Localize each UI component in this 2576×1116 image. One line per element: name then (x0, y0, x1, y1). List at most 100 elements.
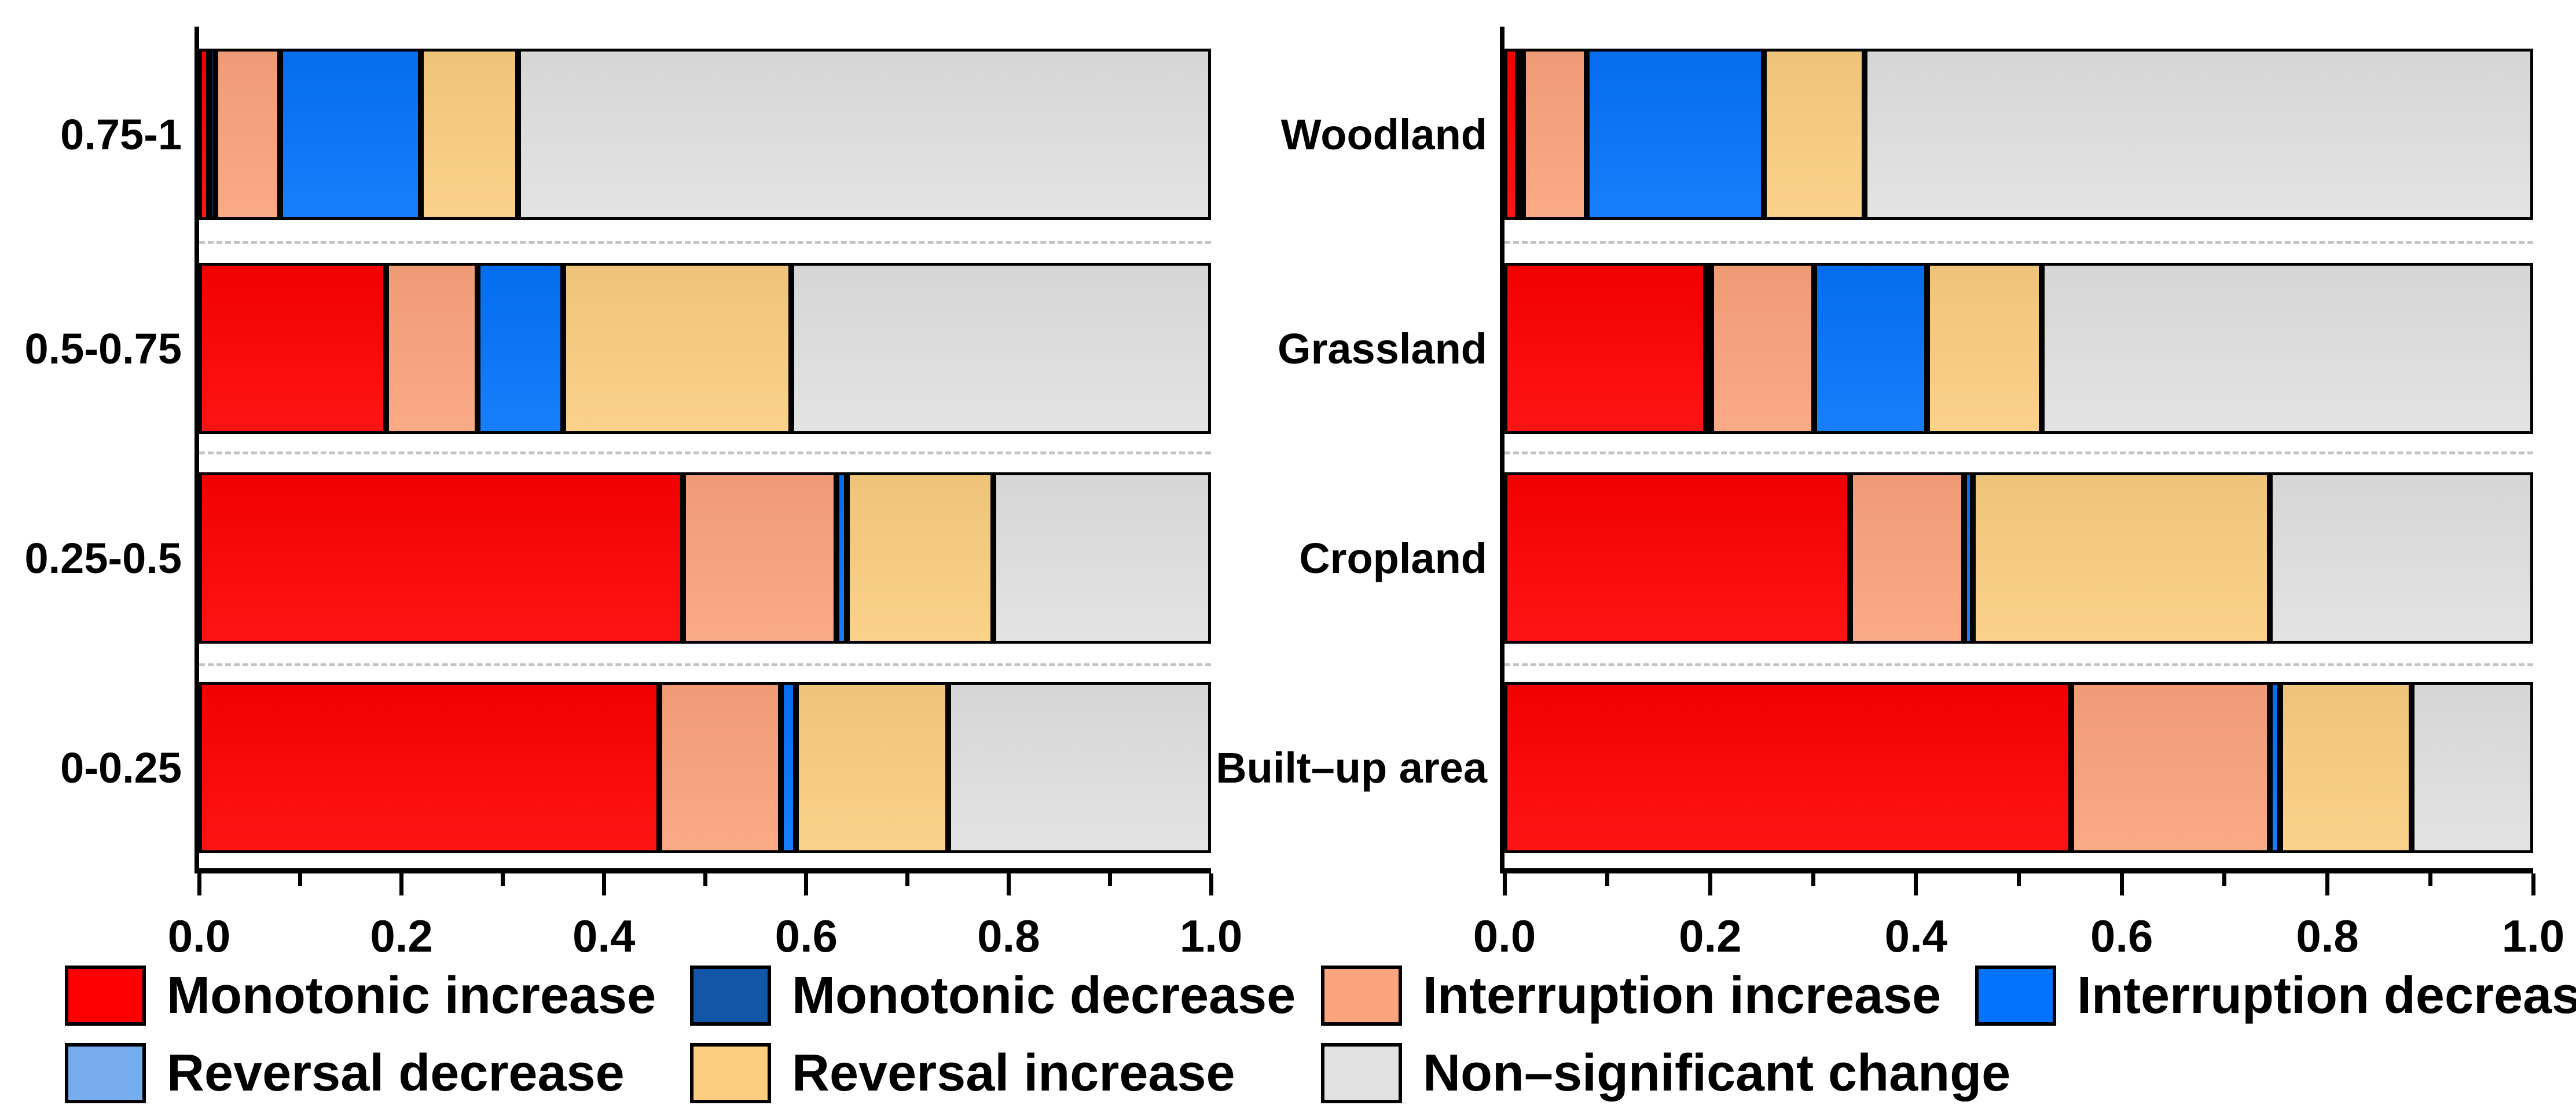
x-axis-minor-tick (298, 873, 303, 886)
legend-label: Non–significant change (1423, 1044, 2011, 1102)
bar-segment-reversal-increase (1927, 263, 2042, 434)
category-label: 0-0.25 (60, 743, 182, 792)
bar-segment-reversal-increase (1972, 472, 2270, 644)
legend-item: Interruption increase (1321, 966, 1941, 1026)
y-axis-spine (195, 27, 199, 873)
legend-swatch (65, 1043, 146, 1103)
bar-segment-interruption-decrease (836, 472, 847, 644)
category-label: Cropland (1299, 534, 1487, 582)
x-axis-major-tick (1502, 873, 1507, 895)
x-axis-minor-tick (1107, 873, 1112, 886)
legend-label: Monotonic increase (167, 966, 656, 1025)
category-label: 0.25-0.5 (24, 534, 182, 582)
bar-segment-monotonic-increase (199, 682, 660, 853)
dashed-gridline (1504, 241, 2533, 244)
legend-item: Reversal decrease (65, 1043, 625, 1103)
bar-segment-monotonic-increase (199, 472, 683, 644)
x-axis-tick-label: 0.0 (167, 911, 231, 961)
legend-label: Monotonic decrease (792, 966, 1296, 1025)
legend-swatch (65, 966, 146, 1026)
bar-segment-non-significant-change (2270, 472, 2533, 644)
bar-segment-non-significant-change (1864, 49, 2533, 220)
stacked-bar (199, 263, 1211, 434)
stacked-bar (1504, 682, 2533, 853)
x-axis-major-tick (2325, 873, 2330, 895)
bar-segment-interruption-increase (1850, 472, 1965, 644)
x-axis-major-tick (1209, 873, 1213, 895)
bar-segment-interruption-decrease (2270, 682, 2280, 853)
stacked-bar (199, 682, 1211, 853)
x-axis-major-tick (601, 873, 606, 895)
x-axis-spine (1500, 868, 2533, 873)
x-axis-tick-label: 0.8 (2296, 911, 2359, 961)
legend-label: Reversal decrease (167, 1044, 625, 1102)
bar-segment-reversal-increase (846, 472, 994, 644)
bar-segment-reversal-increase (563, 263, 791, 434)
bar-segment-interruption-decrease (1814, 263, 1928, 434)
legend-item: Monotonic increase (65, 966, 656, 1026)
category-label: Built–up area (1216, 743, 1487, 792)
bar-segment-monotonic-increase (199, 263, 387, 434)
legend-swatch (1321, 1043, 1402, 1103)
bar-segment-non-significant-change (948, 682, 1211, 853)
stacked-bar (199, 49, 1211, 220)
bar-segment-monotonic-increase (1504, 472, 1851, 644)
bar-segment-monotonic-increase (1504, 682, 2072, 853)
x-axis-major-tick (399, 873, 404, 895)
dashed-gridline (1504, 663, 2533, 666)
x-axis-minor-tick (703, 873, 707, 886)
bar-segment-monotonic-increase (1504, 49, 1518, 220)
bar-segment-interruption-increase (659, 682, 781, 853)
bar-segment-interruption-increase (2071, 682, 2270, 853)
bar-segment-interruption-decrease (477, 263, 564, 434)
bar-segment-interruption-increase (1522, 49, 1587, 220)
x-axis-tick-label: 0.6 (775, 911, 838, 961)
x-axis-major-tick (804, 873, 809, 895)
x-axis-minor-tick (1811, 873, 1815, 886)
bar-segment-non-significant-change (791, 263, 1211, 434)
bar-segment-monotonic-increase (1504, 263, 1707, 434)
x-axis-tick-label: 0.4 (572, 911, 636, 961)
bar-segment-interruption-increase (215, 49, 280, 220)
x-axis-tick-label: 1.0 (2501, 911, 2565, 961)
category-label: 0.75-1 (60, 110, 182, 159)
dashed-gridline (199, 241, 1211, 244)
legend-item: Interruption decrease (1975, 966, 2576, 1026)
x-axis-minor-tick (500, 873, 505, 886)
legend-label: Interruption decrease (2077, 966, 2576, 1025)
x-axis-minor-tick (2017, 873, 2021, 886)
bar-segment-interruption-decrease (1964, 472, 1973, 644)
stacked-bar (1504, 49, 2533, 220)
bar-segment-interruption-decrease (280, 49, 421, 220)
x-axis-tick-label: 0.8 (977, 911, 1040, 961)
bar-segment-monotonic-decrease (1518, 49, 1524, 220)
bar-segment-reversal-increase (2280, 682, 2412, 853)
x-axis-minor-tick (1605, 873, 1610, 886)
x-axis-major-tick (1006, 873, 1011, 895)
stacked-bar (1504, 472, 2533, 644)
x-axis-minor-tick (905, 873, 910, 886)
legend-swatch (690, 966, 771, 1026)
bar-segment-reversal-increase (796, 682, 948, 853)
legend-label: Reversal increase (792, 1044, 1235, 1102)
bar-segment-reversal-increase (1763, 49, 1865, 220)
bar-segment-monotonic-decrease (1706, 263, 1712, 434)
legend-label: Interruption increase (1423, 966, 1942, 1025)
x-axis-major-tick (197, 873, 201, 895)
bar-segment-interruption-decrease (1587, 49, 1764, 220)
bar-segment-interruption-decrease (781, 682, 797, 853)
legend-swatch (1975, 966, 2056, 1026)
x-axis-major-tick (1708, 873, 1712, 895)
dashed-gridline (199, 451, 1211, 454)
x-axis-minor-tick (2222, 873, 2227, 886)
bar-segment-interruption-increase (1711, 263, 1814, 434)
dashed-gridline (199, 663, 1211, 666)
legend-item: Monotonic decrease (690, 966, 1296, 1026)
bar-segment-non-significant-change (518, 49, 1211, 220)
legend-swatch (1321, 966, 1402, 1026)
x-axis-tick-label: 0.0 (1473, 911, 1536, 961)
dashed-gridline (1504, 451, 2533, 454)
x-axis-minor-tick (2428, 873, 2432, 886)
x-axis-major-tick (1914, 873, 1918, 895)
